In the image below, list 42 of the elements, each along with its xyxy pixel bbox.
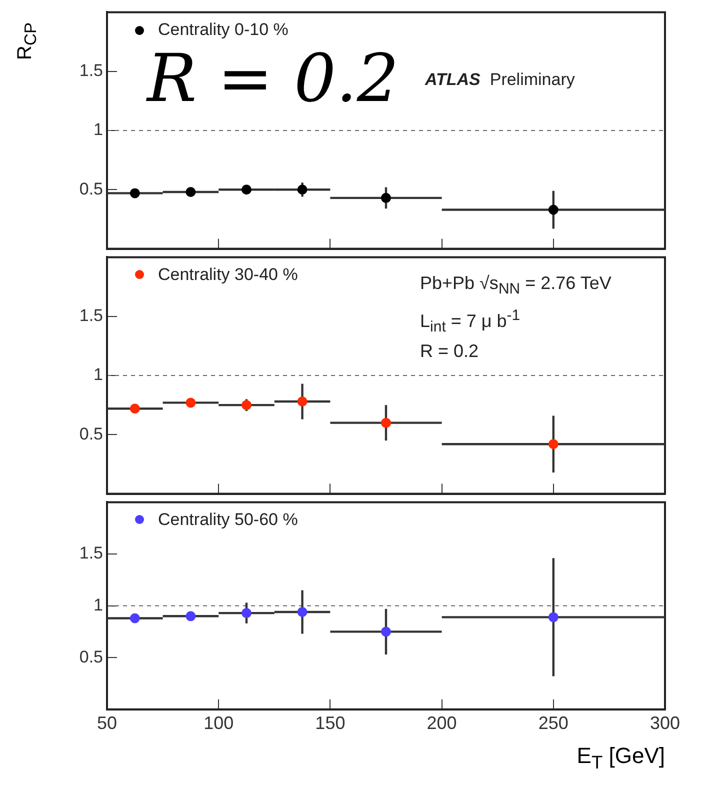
point (548, 438, 558, 449)
point (297, 184, 308, 194)
annotation: R = 0.2 (147, 40, 399, 117)
y-tick-label: 1.5 (79, 306, 103, 325)
point (186, 610, 196, 621)
annotation: L$_{int}$ = 7 μ b$^{-1}$ (420, 306, 520, 336)
point (130, 613, 140, 624)
y-tick-label: 1 (94, 595, 103, 614)
point (242, 400, 252, 410)
y-tick-label: 1 (94, 120, 103, 139)
x-tick-label: 250 (538, 712, 568, 733)
point (297, 396, 308, 406)
x-tick-label: 150 (315, 712, 346, 733)
legend-label: Centrality 0-10 % (158, 20, 288, 40)
point (242, 184, 252, 194)
legend-label: Centrality 50-60 % (158, 510, 298, 530)
point (548, 204, 558, 215)
annotation: Pb+Pb √s$_{NN}$ = 2.76 TeV (420, 272, 612, 298)
y-tick-label: 0.5 (79, 179, 103, 198)
point (297, 606, 308, 617)
point (242, 608, 252, 618)
y-tick-label: 1.5 (79, 543, 103, 562)
y-tick-label: 0.5 (79, 424, 103, 444)
annotation: R = 0.2 (420, 340, 479, 362)
y-tick-label: 1.5 (79, 60, 103, 80)
x-axis-title: E$_{T}$ [GeV] (576, 743, 665, 774)
y-tick-label: 0.5 (79, 647, 103, 666)
x-tick-label: 200 (426, 712, 457, 733)
point (381, 626, 391, 636)
legend-label: Centrality 30-40 % (158, 264, 298, 285)
point (130, 188, 140, 198)
x-tick-label: 50 (96, 712, 118, 733)
point (186, 398, 196, 408)
x-tick-label: 100 (204, 712, 234, 733)
point (548, 612, 558, 622)
point (130, 403, 140, 414)
annotation: ATLAS Preliminary (425, 70, 575, 90)
point (381, 418, 391, 428)
point (186, 186, 196, 197)
point (381, 192, 391, 203)
y-tick-label: 1 (94, 364, 103, 384)
x-tick-label: 300 (650, 712, 680, 733)
